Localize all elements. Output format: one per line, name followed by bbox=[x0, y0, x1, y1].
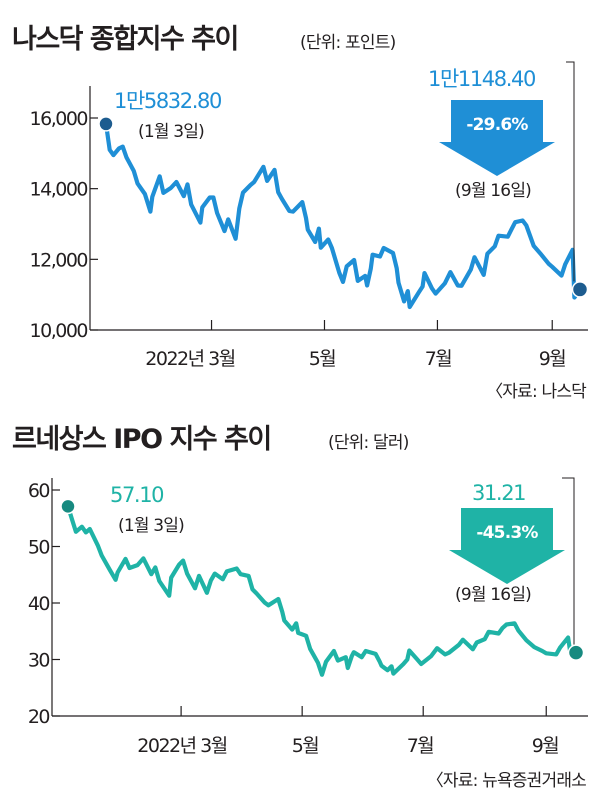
chart-title: 르네상스 IPO 지수 추이 bbox=[12, 424, 271, 455]
start-date-label: (1월 3일) bbox=[138, 122, 204, 142]
x-tick-label: 9월 bbox=[532, 735, 559, 757]
chart-2: 르네상스 IPO 지수 추이 (단위: 달러) 60 50 40 30 20 2022년 3월… bbox=[12, 424, 588, 791]
end-value-label: 1만1148.40 bbox=[428, 67, 535, 91]
end-date-label: (9월 16일) bbox=[455, 181, 531, 201]
start-date-label: (1월 3일) bbox=[118, 516, 184, 536]
x-tick-label: 5월 bbox=[309, 348, 336, 370]
start-point bbox=[60, 498, 76, 515]
start-value-label: 57.10 bbox=[110, 483, 163, 507]
decline-arrow bbox=[449, 508, 565, 584]
x-tick-label: 2022년 3월 bbox=[137, 735, 226, 757]
chart-source: 〈자료: 나스닥 bbox=[486, 382, 587, 402]
start-point bbox=[98, 116, 114, 132]
start-value-label: 1만5832.80 bbox=[114, 89, 221, 113]
y-tick-label: 50 bbox=[28, 537, 50, 559]
chart-unit: (단위: 포인트) bbox=[300, 33, 396, 53]
change-percent: -45.3% bbox=[476, 523, 538, 543]
end-value-label: 31.21 bbox=[472, 481, 525, 505]
y-tick-label: 14,000 bbox=[30, 179, 88, 201]
x-tick-label: 7월 bbox=[425, 348, 452, 370]
change-percent: -29.6% bbox=[466, 115, 528, 135]
x-tick-label: 9월 bbox=[539, 348, 566, 370]
y-tick-label: 12,000 bbox=[30, 249, 88, 271]
chart-source: 〈자료: 뉴욕증권거래소 bbox=[427, 771, 586, 791]
series-line bbox=[65, 504, 579, 677]
series-line bbox=[103, 121, 583, 310]
y-tick-label: 16,000 bbox=[30, 108, 88, 130]
y-tick-label: 10,000 bbox=[30, 320, 88, 342]
y-tick-label: 60 bbox=[28, 480, 50, 502]
end-point bbox=[571, 281, 589, 298]
chart-1: 나스닥 종합지수 추이 (단위: 포인트) 16,000 14,000 12,000 10… bbox=[12, 24, 589, 402]
x-tick-label: 5월 bbox=[292, 735, 319, 757]
x-tick-label: 7월 bbox=[407, 735, 434, 757]
chart-unit: (단위: 달러) bbox=[328, 433, 409, 453]
y-tick-label: 20 bbox=[28, 706, 50, 728]
end-leader-line bbox=[566, 61, 575, 282]
end-point bbox=[567, 644, 585, 661]
y-tick-label: 30 bbox=[28, 650, 50, 672]
chart-title: 나스닥 종합지수 추이 bbox=[12, 24, 238, 55]
end-date-label: (9월 16일) bbox=[455, 585, 531, 605]
end-leader-line bbox=[562, 477, 575, 645]
y-tick-label: 40 bbox=[28, 593, 50, 615]
x-tick-label: 2022년 3월 bbox=[145, 348, 234, 370]
decline-arrow bbox=[439, 100, 555, 176]
